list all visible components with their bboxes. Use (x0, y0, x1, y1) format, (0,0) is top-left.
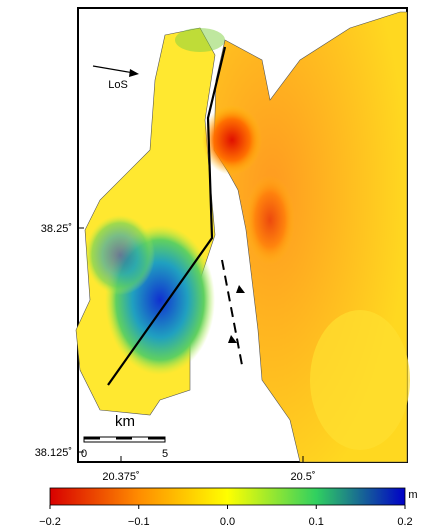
lon-label: 20.375˚ (102, 471, 139, 483)
colorbar-tick-label: 0.2 (397, 516, 412, 528)
lat-label: 38.25˚ (41, 223, 72, 235)
scale-label: 0 (81, 448, 87, 460)
colorbar-ticks: −0.2 −0.1 0.0 0.1 0.2 (39, 505, 413, 528)
colorbar-tick-label: 0.1 (309, 516, 324, 528)
scale-label: 5 (162, 448, 168, 460)
lat-label: 38.125˚ (35, 447, 72, 459)
lon-label: 20.5˚ (290, 471, 315, 483)
colorbar-tick-label: 0.0 (220, 516, 235, 528)
scale-unit: km (115, 413, 135, 430)
colorbar-tick-label: −0.2 (39, 516, 61, 528)
arrow-label: LoS (108, 79, 128, 91)
colorbar-tick-label: −0.1 (128, 516, 150, 528)
colorbar-unit: m (408, 489, 417, 501)
colorbar (49, 487, 406, 506)
map-frame (75, 7, 410, 463)
